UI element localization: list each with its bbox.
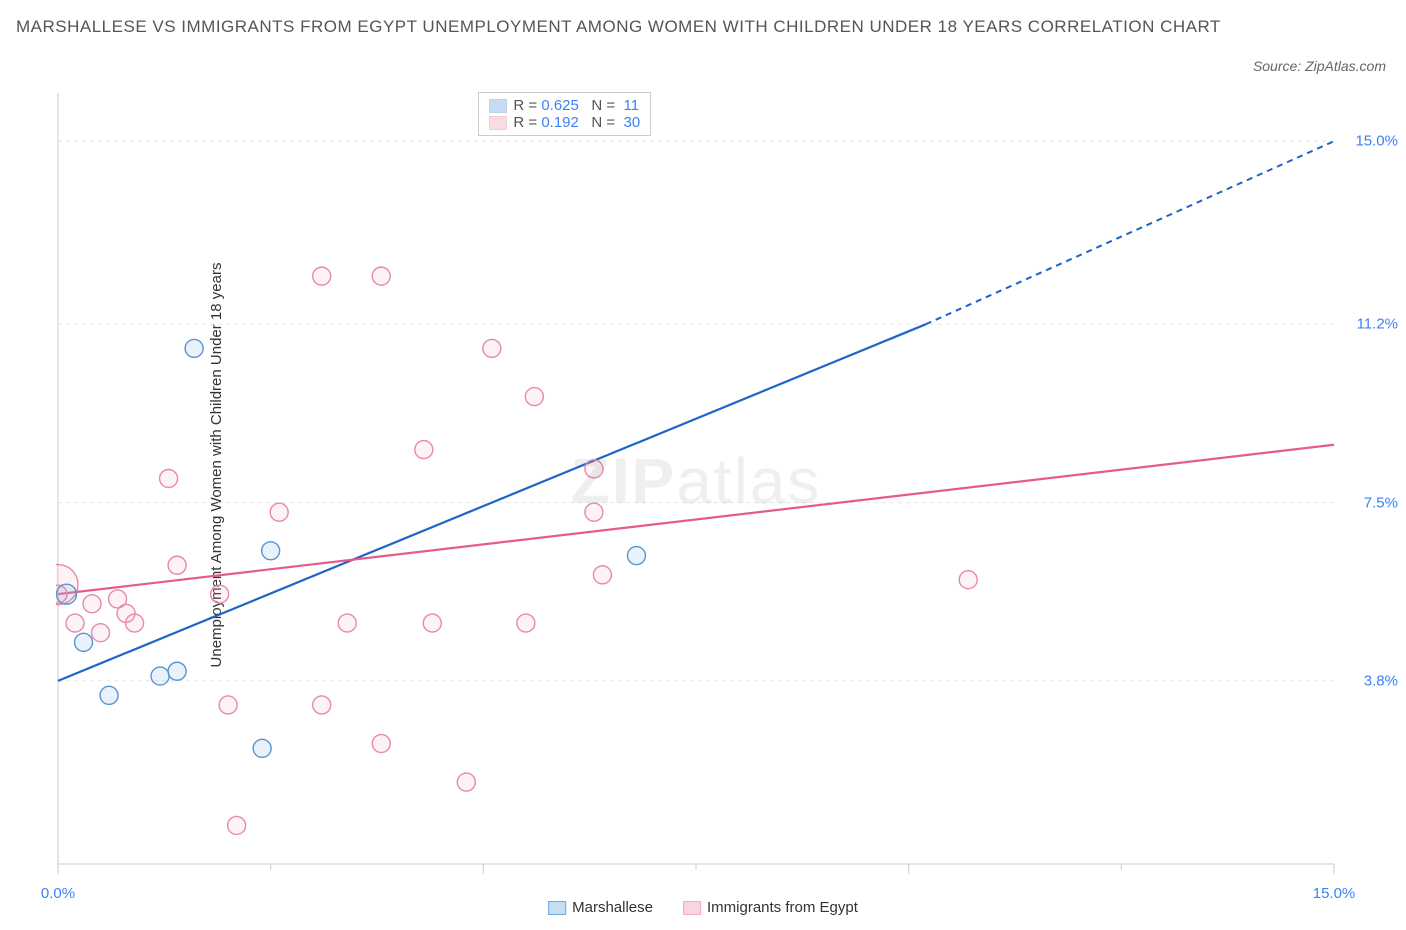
legend-swatch-marshallese [548, 901, 566, 915]
x-tick-label: 15.0% [1313, 885, 1356, 902]
legend-swatch-egypt [683, 901, 701, 915]
chart-area: ZIPatlas R = 0.625 N = 11R = 0.192 N = 3… [56, 88, 1336, 874]
swatch-marshallese [489, 99, 507, 113]
legend-item-marshallese: Marshallese [548, 899, 653, 916]
source-label: Source: ZipAtlas.com [1253, 58, 1386, 74]
stats-row: R = 0.192 N = 30 [489, 114, 640, 131]
swatch-egypt [489, 116, 507, 130]
bottom-legend: Marshallese Immigrants from Egypt [548, 899, 858, 916]
legend-label: Immigrants from Egypt [707, 899, 858, 916]
legend-item-egypt: Immigrants from Egypt [683, 899, 858, 916]
chart-title: MARSHALLESE VS IMMIGRANTS FROM EGYPT UNE… [16, 14, 1226, 40]
x-tick-label: 0.0% [41, 885, 75, 902]
scatter-plot-svg [56, 88, 1336, 874]
y-tick-label: 15.0% [1355, 133, 1398, 150]
y-tick-label: 11.2% [1357, 316, 1398, 333]
stats-text: R = 0.192 N = 30 [513, 114, 640, 131]
legend-label: Marshallese [572, 899, 653, 916]
stats-legend-box: R = 0.625 N = 11R = 0.192 N = 30 [478, 92, 651, 136]
y-tick-label: 3.8% [1364, 672, 1398, 689]
y-tick-label: 7.5% [1364, 494, 1398, 511]
stats-row: R = 0.625 N = 11 [489, 97, 640, 114]
stats-text: R = 0.625 N = 11 [513, 97, 639, 114]
